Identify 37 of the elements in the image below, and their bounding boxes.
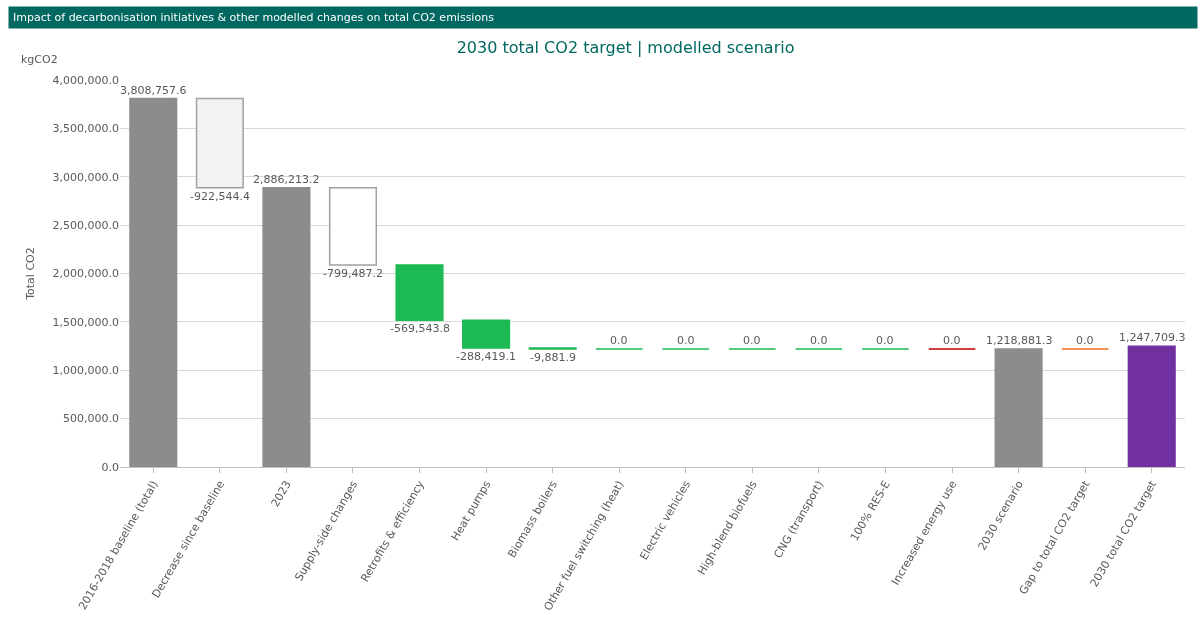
data-label: 0.0 [677,334,695,347]
data-label: 0.0 [1076,334,1094,347]
data-label: -922,544.4 [190,190,250,203]
data-label: 0.0 [876,334,894,347]
text: kgCO2 [21,53,58,66]
text: Impact of decarbonisation initiatives & other modelled changes on total CO2 emissions [13,11,495,24]
bar [462,319,511,349]
y-tick-label: 0.0 [101,460,119,474]
data-label: 0.0 [810,334,828,347]
data-label: 1,247,709.3 [1119,331,1186,344]
bar [129,97,178,467]
y-tick-label: 4,000,000.0 [52,73,119,87]
data-label: 0.0 [610,334,628,347]
bar [262,187,311,467]
y-axis-title: Total CO2 [24,247,38,301]
data-label: -799,487.2 [323,267,383,280]
y-tick-label: 3,000,000.0 [52,170,119,184]
bar [195,97,244,189]
data-label: -9,881.9 [530,351,576,364]
chart-title: 2030 total CO2 target | modelled scenario [456,38,795,58]
data-label: 3,808,757.6 [120,84,187,97]
data-label: 1,218,881.3 [986,334,1053,347]
bar [395,264,444,321]
bar [994,348,1043,467]
bar [1127,345,1176,467]
data-label: -569,543.8 [390,322,450,335]
y-tick-label: 2,500,000.0 [52,218,119,232]
data-label: -288,419.1 [456,350,516,363]
bar [328,187,378,266]
data-label: 2,886,213.2 [253,173,320,186]
y-tick-label: 1,500,000.0 [52,315,119,329]
data-label: 0.0 [943,334,961,347]
y-tick-label: 1,000,000.0 [52,364,119,378]
y-tick-label: 2,000,000.0 [52,267,119,281]
y-tick-label: 500,000.0 [63,412,119,426]
y-tick-label: 3,500,000.0 [52,122,119,136]
data-label: 0.0 [743,334,761,347]
